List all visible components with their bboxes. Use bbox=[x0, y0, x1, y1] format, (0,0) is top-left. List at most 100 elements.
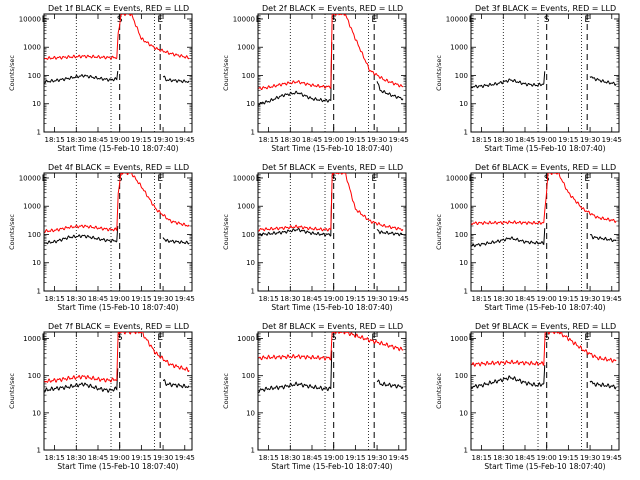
marker-label: S bbox=[544, 333, 550, 343]
x-axis-label: Start Time (15-Feb-10 18:07:40) bbox=[271, 144, 392, 153]
y-axis-label: Counts/sec bbox=[222, 55, 230, 91]
x-tick-label: 18:45 bbox=[515, 454, 535, 462]
marker-label: E bbox=[157, 333, 163, 343]
marker-label: E bbox=[42, 333, 48, 343]
marker-label: E bbox=[42, 15, 48, 25]
y-axis-label: Counts/sec bbox=[8, 214, 16, 250]
y-tick-label: 1000 bbox=[450, 203, 468, 211]
x-tick-label: 19:30 bbox=[580, 454, 600, 462]
x-axis-label: Start Time (15-Feb-10 18:07:40) bbox=[271, 462, 392, 471]
x-tick-label: 19:45 bbox=[175, 295, 195, 303]
series-events-line bbox=[44, 226, 190, 245]
chart-panel-2: Det 2f BLACK = Events, RED = LLD 1 10 100 10… bbox=[222, 4, 409, 153]
x-tick-label: 18:45 bbox=[88, 454, 108, 462]
x-tick-label: 19:00 bbox=[324, 295, 344, 303]
x-tick-label: 18:45 bbox=[515, 295, 535, 303]
x-tick-label: 18:45 bbox=[302, 295, 322, 303]
y-tick-label: 1 bbox=[464, 447, 468, 455]
x-tick-label: 18:15 bbox=[45, 295, 65, 303]
chart-panel-3: Det 3f BLACK = Events, RED = LLD 1 10 100 10… bbox=[435, 4, 622, 153]
y-tick-label: 10 bbox=[246, 409, 255, 417]
marker-label: E bbox=[584, 174, 590, 184]
marker-label: S bbox=[544, 174, 550, 184]
x-tick-label: 18:30 bbox=[280, 295, 300, 303]
chart-title: Det 3f BLACK = Events, RED = LLD bbox=[475, 4, 616, 13]
series-events-line bbox=[258, 42, 404, 106]
x-tick-label: 19:45 bbox=[389, 136, 409, 144]
x-tick-label: 19:30 bbox=[580, 136, 600, 144]
x-tick-label: 18:15 bbox=[472, 295, 492, 303]
y-tick-label: 100 bbox=[28, 231, 41, 239]
marker-label: E bbox=[469, 333, 475, 343]
y-tick-label: 1 bbox=[37, 129, 41, 137]
x-tick-label: 19:00 bbox=[537, 454, 557, 462]
x-tick-label: 18:45 bbox=[302, 454, 322, 462]
series-lld-line bbox=[258, 173, 404, 232]
x-tick-label: 18:30 bbox=[280, 454, 300, 462]
y-tick-label: 100 bbox=[455, 72, 468, 80]
marker-label: S bbox=[331, 333, 337, 343]
x-axis-label: Start Time (15-Feb-10 18:07:40) bbox=[57, 462, 178, 471]
chart-panel-7: Det 7f BLACK = Events, RED = LLD 1 10 100 10… bbox=[8, 322, 195, 471]
x-tick-label: 19:00 bbox=[324, 454, 344, 462]
marker-label: E bbox=[469, 15, 475, 25]
x-tick-label: 18:15 bbox=[45, 454, 65, 462]
series-events-line bbox=[471, 228, 617, 248]
y-axis-label: Counts/sec bbox=[435, 214, 443, 250]
plot-frame bbox=[470, 172, 620, 292]
y-tick-label: 10000 bbox=[19, 15, 41, 23]
chart-panel-1: Det 1f BLACK = Events, RED = LLD 1 10 100 10… bbox=[8, 4, 195, 153]
chart-title: Det 8f BLACK = Events, RED = LLD bbox=[262, 322, 403, 331]
marker-label: S bbox=[117, 333, 123, 343]
x-tick-label: 19:45 bbox=[175, 454, 195, 462]
series-lld-line bbox=[44, 14, 190, 61]
marker-label: E bbox=[469, 174, 475, 184]
marker-label: S bbox=[331, 174, 337, 184]
y-tick-label: 1000 bbox=[23, 335, 41, 343]
x-tick-label: 18:15 bbox=[472, 136, 492, 144]
y-tick-label: 1 bbox=[37, 447, 41, 455]
y-axis-label: Counts/sec bbox=[8, 373, 16, 409]
series-lld-line bbox=[44, 332, 190, 384]
x-tick-label: 19:30 bbox=[153, 136, 173, 144]
series-events-line bbox=[258, 350, 404, 394]
y-tick-label: 100 bbox=[28, 372, 41, 380]
x-axis-label: Start Time (15-Feb-10 18:07:40) bbox=[57, 144, 178, 153]
y-tick-label: 1000 bbox=[450, 335, 468, 343]
x-axis-label: Start Time (15-Feb-10 18:07:40) bbox=[484, 303, 605, 312]
y-tick-label: 10 bbox=[459, 100, 468, 108]
y-tick-label: 1000 bbox=[23, 44, 41, 52]
x-tick-label: 18:45 bbox=[302, 136, 322, 144]
x-tick-label: 18:45 bbox=[88, 136, 108, 144]
y-tick-label: 100 bbox=[455, 372, 468, 380]
y-tick-label: 10 bbox=[32, 409, 41, 417]
chart-title: Det 4f BLACK = Events, RED = LLD bbox=[48, 163, 189, 172]
x-tick-label: 18:15 bbox=[259, 136, 279, 144]
chart-panel-6: Det 6f BLACK = Events, RED = LLD 1 10 100 10… bbox=[435, 163, 622, 312]
y-axis-label: Counts/sec bbox=[435, 55, 443, 91]
marker-label: E bbox=[584, 333, 590, 343]
y-axis-label: Counts/sec bbox=[8, 55, 16, 91]
x-tick-label: 18:15 bbox=[472, 454, 492, 462]
marker-label: S bbox=[544, 15, 550, 25]
x-tick-label: 19:30 bbox=[153, 454, 173, 462]
plot-frame bbox=[43, 172, 193, 292]
x-tick-label: 19:30 bbox=[367, 295, 387, 303]
x-tick-label: 19:30 bbox=[153, 295, 173, 303]
x-tick-label: 19:00 bbox=[537, 295, 557, 303]
series-lld-line bbox=[258, 14, 404, 90]
y-tick-label: 100 bbox=[242, 372, 255, 380]
x-axis-label: Start Time (15-Feb-10 18:07:40) bbox=[271, 303, 392, 312]
y-tick-label: 1000 bbox=[237, 44, 255, 52]
y-tick-label: 10000 bbox=[233, 174, 255, 182]
y-tick-label: 10 bbox=[246, 100, 255, 108]
series-events-line bbox=[44, 368, 190, 394]
series-events-line bbox=[44, 71, 190, 84]
x-tick-label: 18:30 bbox=[280, 136, 300, 144]
chart-title: Det 9f BLACK = Events, RED = LLD bbox=[475, 322, 616, 331]
x-axis-label: Start Time (15-Feb-10 18:07:40) bbox=[57, 303, 178, 312]
x-tick-label: 19:15 bbox=[345, 136, 365, 144]
x-tick-label: 18:30 bbox=[66, 295, 86, 303]
marker-label: S bbox=[331, 15, 337, 25]
